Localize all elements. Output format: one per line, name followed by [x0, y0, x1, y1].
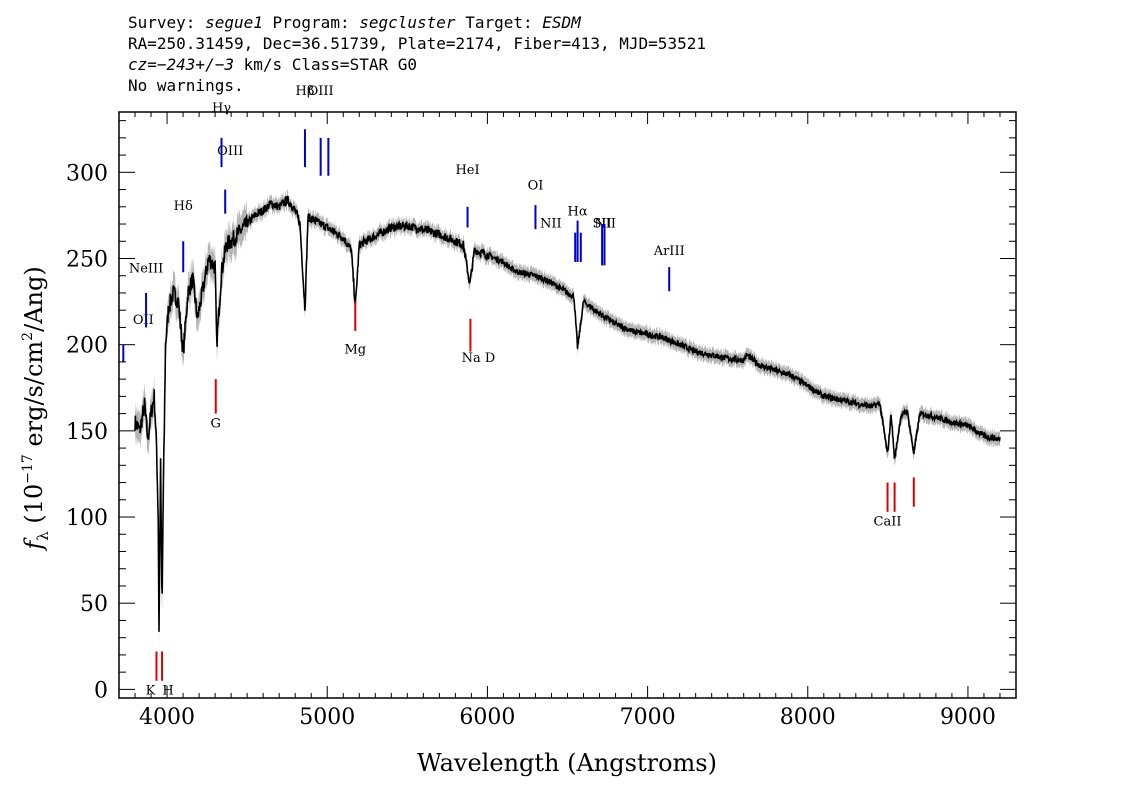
- x-tick-label: 5000: [299, 705, 355, 730]
- y-tick-label: 250: [66, 248, 108, 273]
- absorption-line-label: Mg: [344, 342, 366, 357]
- cz-value: cz=−243+/−3: [128, 55, 234, 74]
- y-tick-label: 100: [66, 506, 108, 531]
- x-tick-label: 9000: [940, 705, 996, 730]
- emission-line-label: OIII: [217, 144, 243, 159]
- absorption-line-label: H: [162, 684, 173, 699]
- emission-line-label: NeIII: [129, 261, 163, 276]
- emission-line-label: OII: [133, 313, 154, 328]
- absorption-line-label: G: [211, 416, 221, 431]
- y-tick-label: 150: [66, 420, 108, 445]
- plot-frame: [118, 111, 1017, 699]
- y-tick-label: 300: [66, 161, 108, 186]
- spectrum-layer: [134, 189, 1001, 648]
- emission-line-label: NII: [540, 216, 562, 231]
- spectrum-line: [134, 195, 1001, 632]
- error-band: [135, 189, 1000, 648]
- x-tick-label: 7000: [620, 705, 676, 730]
- emission-line-label: HeI: [455, 163, 479, 178]
- survey-line: Survey: segue1 Program: segcluster Targe…: [128, 12, 706, 33]
- absorption-line-label: K: [146, 684, 156, 699]
- y-tick-label: 0: [94, 678, 108, 703]
- x-axis-label: Wavelength (Angstroms): [417, 749, 717, 777]
- emission-line-label: Hα: [568, 204, 588, 219]
- absorption-line-label: CaII: [874, 515, 902, 530]
- absorption-line-label: Na D: [462, 351, 496, 366]
- emission-line-label: ArIII: [653, 244, 685, 259]
- emission-line-label: Hβ: [296, 84, 315, 99]
- coordinates-line: RA=250.31459, Dec=36.51739, Plate=2174, …: [128, 34, 706, 53]
- emission-line-label: OI: [528, 179, 544, 194]
- x-tick-label: 8000: [780, 705, 836, 730]
- y-tick-label: 200: [66, 334, 108, 359]
- survey-value: segue1: [205, 13, 263, 32]
- y-axis-label: fλ (10−17 erg/s/cm2/Ang): [20, 266, 52, 551]
- spectrum-header: Survey: segue1 Program: segcluster Targe…: [128, 12, 706, 96]
- target-value: ESDM: [542, 13, 581, 32]
- x-tick-label: 6000: [459, 705, 515, 730]
- program-label: Program:: [272, 13, 350, 32]
- emission-line-label: Hδ: [174, 199, 193, 214]
- emission-line-label: SII: [593, 216, 612, 231]
- survey-label: Survey:: [128, 13, 196, 32]
- class-text: km/s Class=STAR G0: [233, 55, 417, 74]
- y-tick-label: 50: [80, 592, 108, 617]
- x-tick-label: 4000: [139, 705, 195, 730]
- program-value: segcluster: [359, 13, 456, 32]
- axes-layer: 4000 5000 6000 7000 8000 9000 0 50 100 150 200 250 3…: [66, 112, 1016, 730]
- redshift-line: cz=−243+/−3 km/s Class=STAR G0: [128, 54, 706, 75]
- target-label: Target:: [465, 13, 533, 32]
- emission-line-label: OIII: [308, 84, 334, 99]
- emission-line-label: NII: [594, 216, 616, 231]
- warnings-line: No warnings.: [128, 76, 244, 95]
